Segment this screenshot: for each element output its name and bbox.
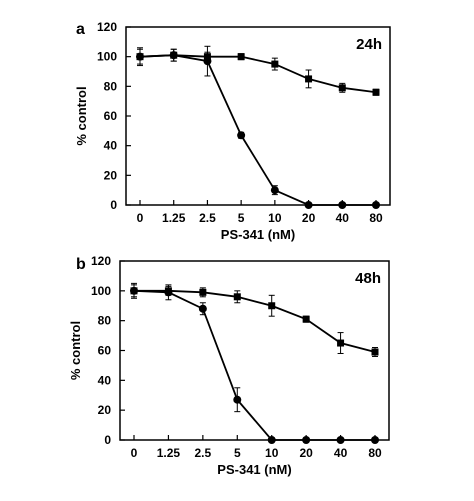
y-tick-label: 20 <box>98 403 112 417</box>
x-tick-label: 40 <box>336 211 350 225</box>
x-tick-label: 80 <box>369 211 383 225</box>
y-tick-label: 40 <box>104 139 118 153</box>
y-tick-label: 60 <box>98 344 112 358</box>
x-axis-title: PS-341 (nM) <box>217 462 291 477</box>
data-point-circle <box>233 395 242 404</box>
data-point-square <box>302 315 310 323</box>
x-tick-label: 5 <box>234 446 241 460</box>
data-point-circle <box>164 288 173 297</box>
time-annotation: 48h <box>355 270 381 287</box>
panel-letter: b <box>76 256 86 273</box>
data-point-circle <box>198 304 207 313</box>
data-point-circle <box>338 201 347 209</box>
chart-panel-a: a 0 20 40 60 80 100 120 0 1.25 2.5 5 10 20 40 80 PS-341 … <box>74 20 391 242</box>
series-line <box>133 289 375 441</box>
x-tick-label: 0 <box>137 211 144 225</box>
data-point-circle <box>304 201 313 209</box>
y-tick-label: 60 <box>104 109 118 123</box>
data-point-square <box>337 339 345 347</box>
x-tick-label: 80 <box>368 446 382 460</box>
data-point-circle <box>169 51 178 60</box>
series-circle <box>136 45 380 209</box>
y-axis-title: % control <box>74 86 89 145</box>
data-point-circle <box>336 436 345 444</box>
x-tick-label: 1.25 <box>157 446 181 460</box>
x-axis-title: PS-341 (nM) <box>221 227 295 242</box>
data-point-square <box>372 88 380 96</box>
x-tick-label: 1.25 <box>162 211 186 225</box>
series-line <box>139 54 376 206</box>
time-annotation: 24h <box>356 36 382 53</box>
y-tick-label: 100 <box>97 50 117 64</box>
data-point-square <box>268 302 276 310</box>
data-point-circle <box>371 436 379 444</box>
data-point-circle <box>130 286 138 295</box>
x-tick-label: 5 <box>238 211 245 225</box>
data-point-square <box>338 84 346 92</box>
data-point-square <box>199 288 207 296</box>
x-tick-label: 20 <box>299 446 313 460</box>
data-point-circle <box>270 186 279 195</box>
series-circle <box>130 282 379 444</box>
plot-frame <box>119 260 390 441</box>
data-point-square <box>271 60 279 68</box>
data-point-square <box>305 75 313 83</box>
y-tick-label: 120 <box>91 254 111 268</box>
chart-panel-b: b 0 20 40 60 80 100 120 0 1.25 2.5 5 10 20 40 80 PS-341 … <box>68 254 390 477</box>
data-point-circle <box>372 201 380 209</box>
x-tick-label: 40 <box>334 446 348 460</box>
x-tick-label: 10 <box>268 211 282 225</box>
x-tick-label: 10 <box>265 446 279 460</box>
y-tick-label: 100 <box>91 284 111 298</box>
data-point-circle <box>237 131 246 140</box>
series-line <box>134 289 376 353</box>
data-point-circle <box>267 436 276 444</box>
panel-letter: a <box>76 21 85 38</box>
y-axis-title: % control <box>68 321 83 380</box>
y-tick-label: 80 <box>104 79 118 93</box>
plot-frame <box>125 26 391 206</box>
x-tick-label: 2.5 <box>199 211 216 225</box>
x-tick-label: 20 <box>302 211 316 225</box>
data-point-circle <box>136 52 144 61</box>
x-tick-label: 2.5 <box>195 446 212 460</box>
y-tick-label: 20 <box>104 168 118 182</box>
data-point-circle <box>203 57 212 66</box>
data-point-circle <box>302 436 311 444</box>
y-tick-label: 120 <box>97 20 117 34</box>
y-tick-label: 80 <box>98 314 112 328</box>
x-tick-label: 0 <box>131 446 138 460</box>
y-tick-label: 0 <box>110 198 117 212</box>
data-point-square <box>237 53 245 61</box>
y-tick-label: 40 <box>98 373 112 387</box>
data-point-square <box>371 348 379 356</box>
data-point-square <box>233 293 241 301</box>
y-tick-label: 0 <box>104 433 111 447</box>
